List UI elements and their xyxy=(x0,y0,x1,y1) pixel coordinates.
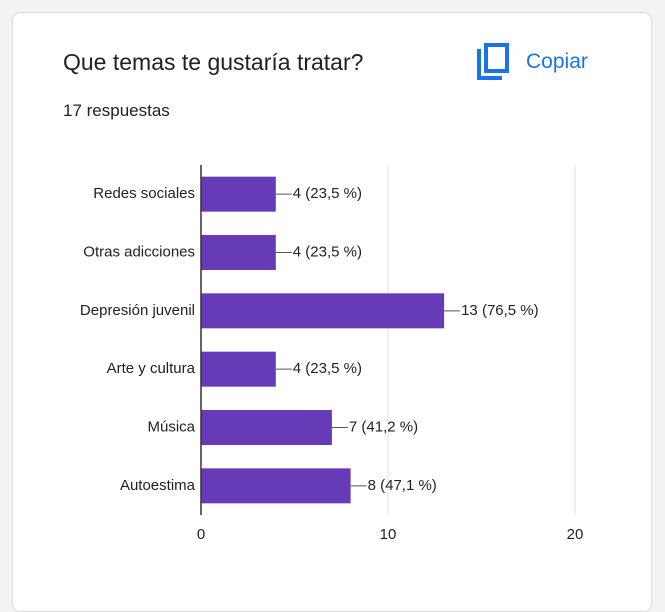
bar xyxy=(201,176,276,212)
response-count: 17 respuestas xyxy=(63,101,170,120)
x-tick-label: 0 xyxy=(197,526,205,543)
bar xyxy=(201,410,332,445)
y-tick-label: Música xyxy=(147,418,195,435)
bar xyxy=(201,468,351,504)
y-tick-label: Depresión juvenil xyxy=(80,302,195,319)
y-tick-label: Redes sociales xyxy=(93,185,195,202)
y-tick-label: Otras adicciones xyxy=(83,243,195,260)
card: Que temas te gustaría tratar? 17 respues… xyxy=(12,12,652,612)
question-title: Que temas te gustaría tratar? xyxy=(63,49,364,75)
value-label: 13 (76,5 %) xyxy=(461,302,539,319)
value-label: 4 (23,5 %) xyxy=(293,360,362,377)
x-tick-label: 10 xyxy=(380,526,397,543)
value-label: 4 (23,5 %) xyxy=(293,185,362,202)
copy-label: Copiar xyxy=(526,50,588,73)
copy-button[interactable]: Copiar xyxy=(476,43,588,81)
y-tick-label: Autoestima xyxy=(120,477,196,494)
bar xyxy=(201,235,276,270)
x-tick-label: 20 xyxy=(567,526,584,543)
y-tick-label: Arte y cultura xyxy=(107,360,196,377)
copy-icon xyxy=(477,43,509,80)
value-label: 7 (41,2 %) xyxy=(349,418,418,435)
value-label: 4 (23,5 %) xyxy=(293,243,362,260)
value-label: 8 (47,1 %) xyxy=(368,477,437,494)
bar xyxy=(201,293,445,329)
bar xyxy=(201,351,276,387)
